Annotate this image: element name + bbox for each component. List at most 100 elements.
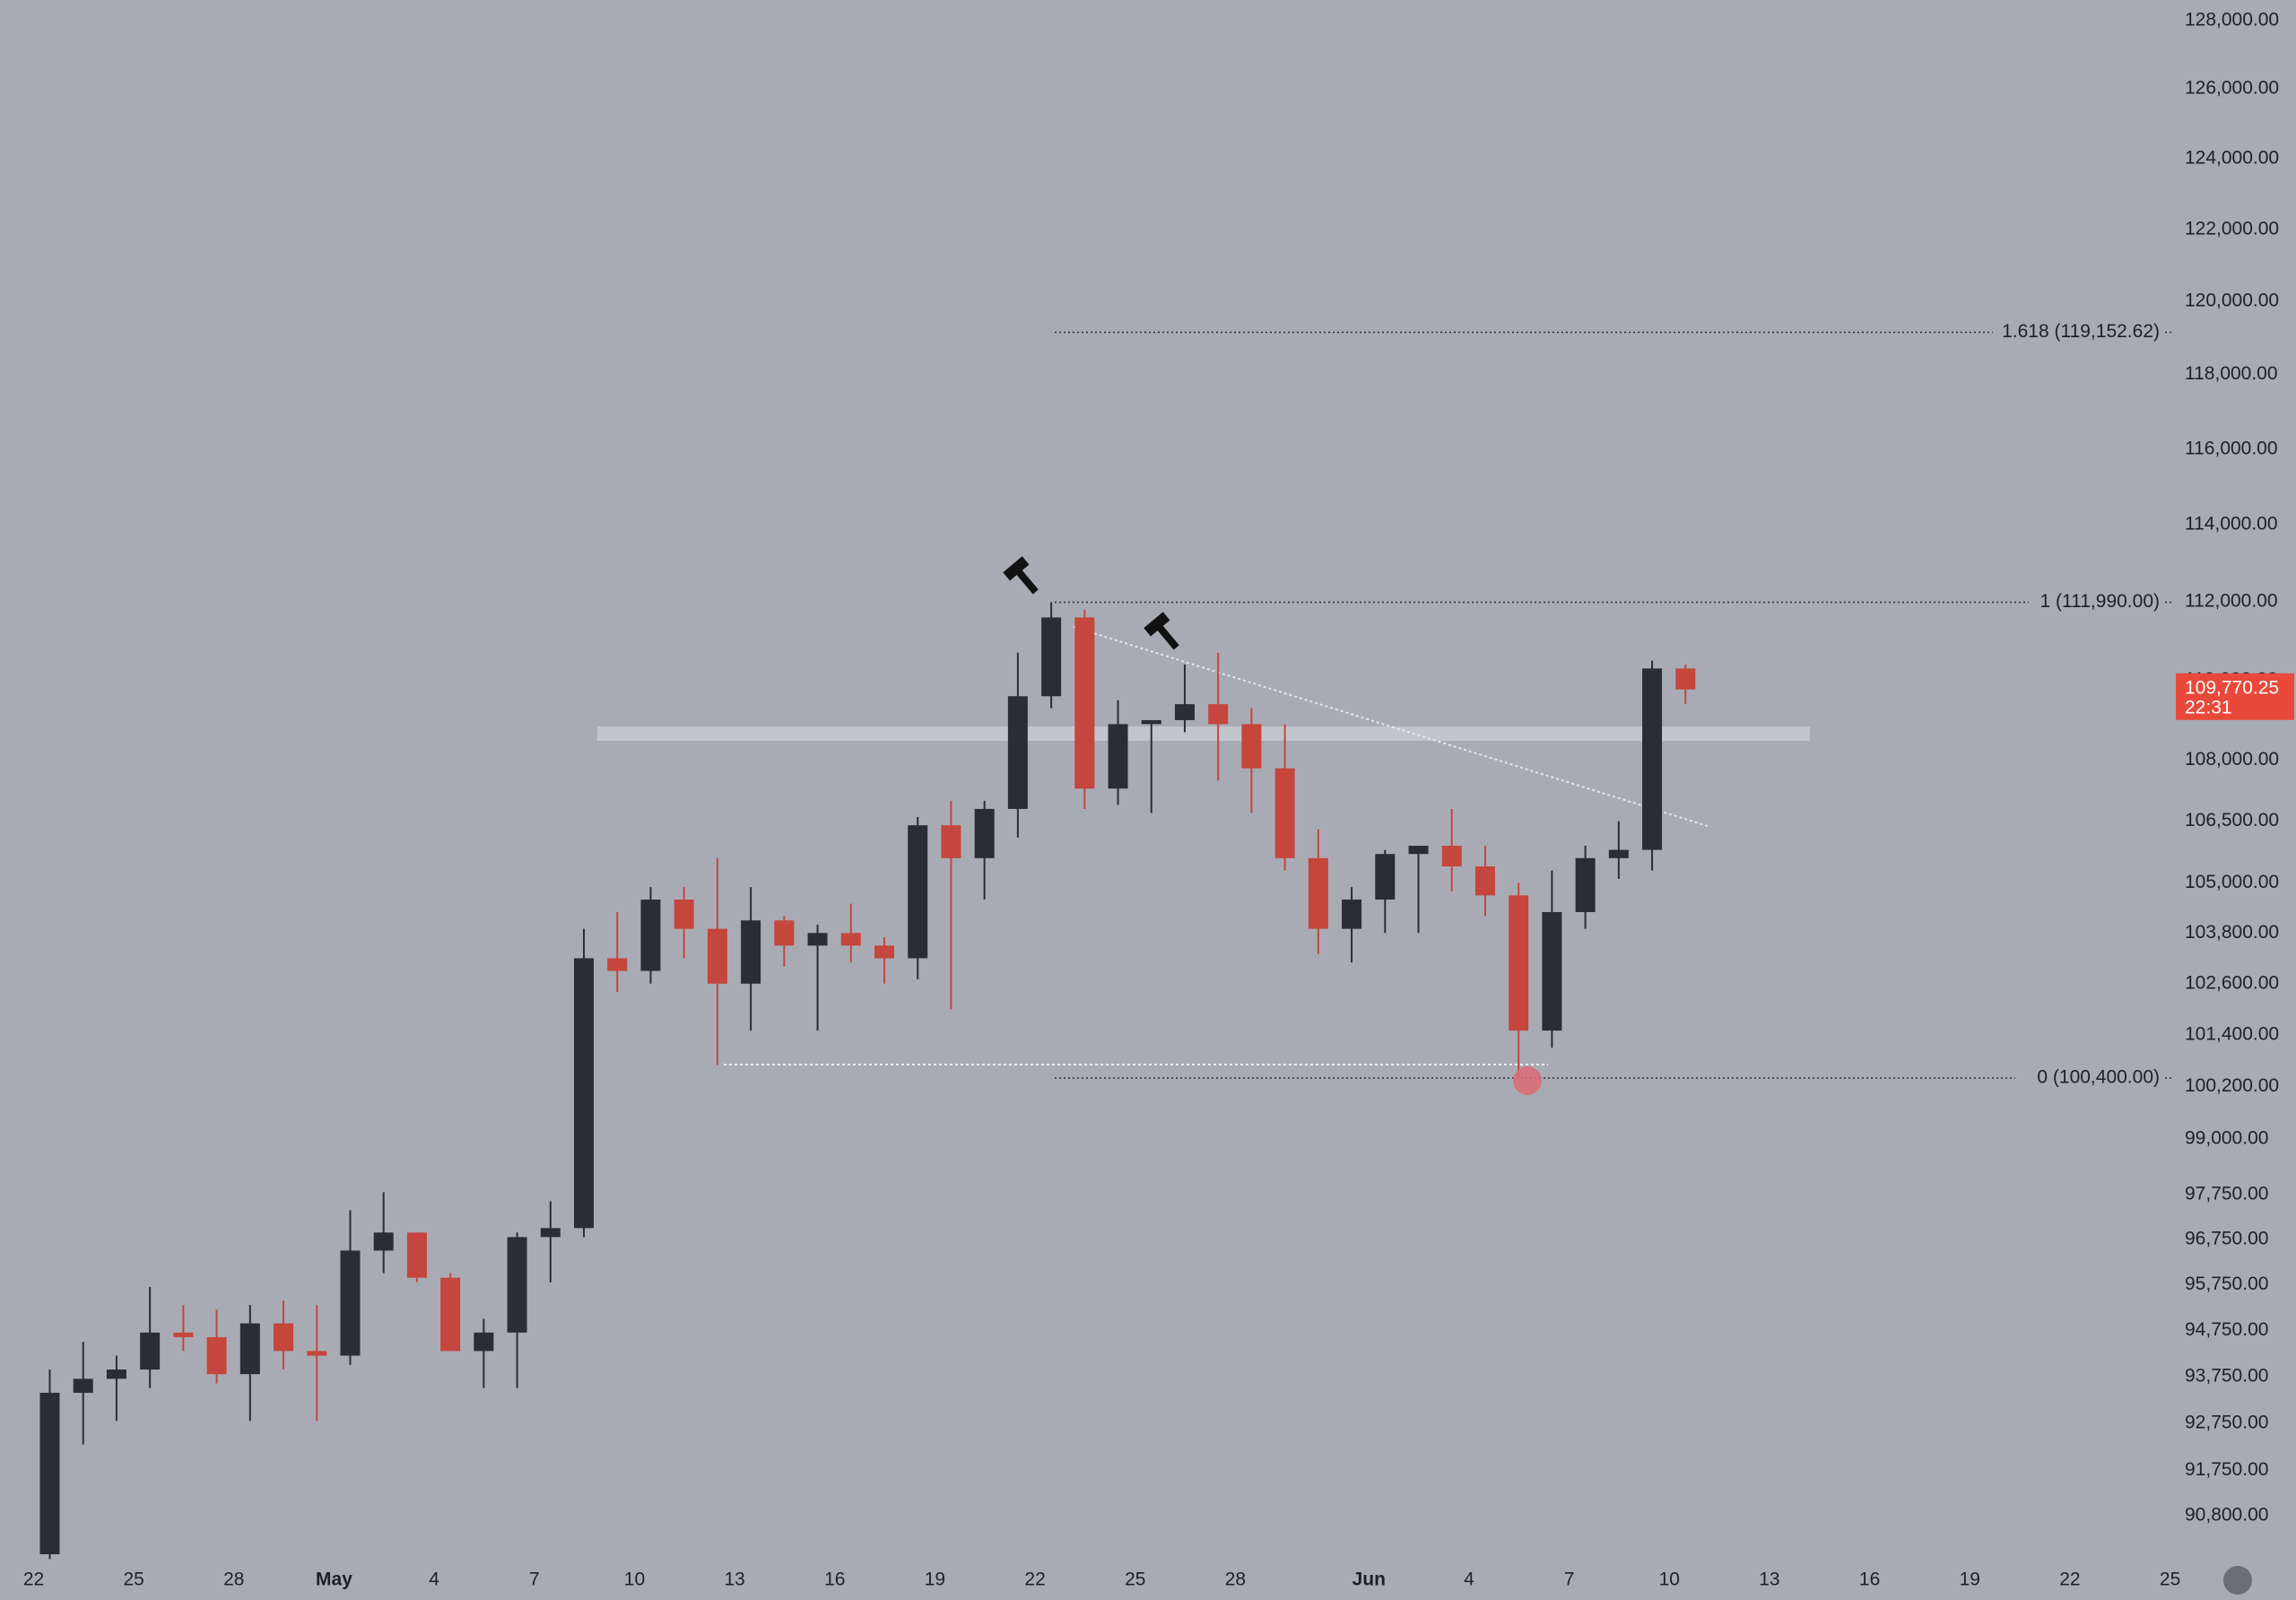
candle-body — [239, 1323, 260, 1375]
candle-body — [1007, 696, 1028, 809]
candle-body — [406, 1232, 427, 1278]
x-tick-label: 7 — [1564, 1570, 1575, 1590]
low-marker — [1513, 1066, 1542, 1095]
candle-body — [941, 825, 961, 858]
x-tick-label: 13 — [1759, 1570, 1779, 1590]
candle-body — [474, 1332, 494, 1352]
candle-body — [607, 958, 628, 971]
candle-body — [974, 808, 995, 858]
y-tick-label: 112,000.00 — [2185, 591, 2278, 612]
candle-body — [1575, 857, 1596, 912]
x-tick-label: 22 — [2059, 1570, 2080, 1590]
x-tick-label: 7 — [529, 1570, 540, 1590]
candle-body — [1274, 768, 1295, 858]
y-tick-label: 103,800.00 — [2185, 922, 2279, 943]
candle-body — [1375, 854, 1396, 900]
y-tick-label: 114,000.00 — [2185, 514, 2278, 535]
trend-line — [1073, 626, 1711, 828]
y-tick-label: 105,000.00 — [2185, 872, 2279, 892]
y-tick-label: 126,000.00 — [2185, 78, 2279, 99]
candle-body — [1241, 724, 1262, 769]
x-tick-label: 10 — [624, 1570, 645, 1590]
candle-body — [1474, 866, 1495, 896]
x-tick-label: 25 — [2160, 1570, 2180, 1590]
y-tick-label: 94,750.00 — [2185, 1319, 2268, 1340]
y-tick-label: 99,000.00 — [2185, 1128, 2268, 1149]
y-tick-label: 95,750.00 — [2185, 1274, 2268, 1294]
zone-highlight — [597, 726, 1810, 741]
y-tick-label: 90,800.00 — [2185, 1505, 2268, 1526]
candle-body — [106, 1370, 126, 1379]
y-tick-label: 106,500.00 — [2185, 810, 2279, 830]
y-tick-label: 93,750.00 — [2185, 1365, 2268, 1386]
candle-body — [774, 920, 795, 946]
candle-body — [440, 1277, 461, 1352]
fib-level-label: 1.618 (119,152.62) — [2002, 321, 2160, 342]
y-tick-label: 120,000.00 — [2185, 291, 2279, 311]
candle-body — [540, 1228, 561, 1238]
y-tick-label: 96,750.00 — [2185, 1228, 2268, 1248]
x-tick-label: 19 — [925, 1570, 945, 1590]
countdown-label: 22:31 — [2185, 697, 2232, 717]
candle-body — [307, 1351, 327, 1356]
x-tick-label: 16 — [1859, 1570, 1880, 1590]
candle-body — [1174, 704, 1195, 720]
candle-body — [1509, 895, 1529, 1031]
candle-body — [674, 900, 694, 929]
y-tick-label: 100,200.00 — [2185, 1075, 2279, 1096]
candle-body — [1074, 617, 1095, 789]
fib-level-label: 0 (100,400.00) — [2037, 1067, 2160, 1088]
plot-area: 1.618 (119,152.62) 1 (111,990.00) 0 (100,4… — [39, 321, 2172, 1560]
candle-body — [1675, 668, 1696, 690]
y-tick-label: 101,400.00 — [2185, 1023, 2279, 1044]
candle-body — [1208, 704, 1229, 725]
candle-body — [1642, 668, 1663, 850]
last-price-label: 109,770.25 — [2185, 677, 2279, 698]
x-tick-label: 25 — [123, 1570, 144, 1590]
x-tick-label: 19 — [1960, 1570, 1980, 1590]
candle-body — [1441, 846, 1462, 867]
x-tick-label: May — [316, 1570, 352, 1590]
y-tick-label: 108,000.00 — [2185, 749, 2279, 770]
candle-body — [908, 825, 928, 959]
x-tick-label: 4 — [429, 1570, 439, 1590]
candle-body — [807, 933, 828, 946]
candle-body — [373, 1232, 394, 1251]
candle-body — [173, 1332, 194, 1337]
y-tick-label: 116,000.00 — [2185, 438, 2278, 458]
fib-level-label: 1 (111,990.00) — [2040, 591, 2161, 612]
x-tick-label: 22 — [1024, 1570, 1045, 1590]
y-tick-label: 91,750.00 — [2185, 1459, 2268, 1480]
candle-body — [39, 1392, 60, 1554]
candle-body — [1308, 857, 1328, 929]
candle-body — [640, 900, 661, 971]
y-tick-label: 128,000.00 — [2185, 9, 2279, 30]
x-tick-label: Jun — [1352, 1570, 1386, 1590]
candle-body — [1542, 911, 1562, 1031]
candle-body — [707, 928, 727, 984]
candle-body — [1608, 849, 1629, 858]
candle-body — [874, 945, 894, 959]
candle-body — [1041, 617, 1062, 697]
candle-body — [1342, 900, 1362, 929]
y-tick-label: 102,600.00 — [2185, 972, 2279, 993]
y-tick-label: 97,750.00 — [2185, 1183, 2268, 1204]
candle-body — [140, 1332, 161, 1370]
y-tick-label: 122,000.00 — [2185, 218, 2279, 239]
x-tick-label: 13 — [724, 1570, 744, 1590]
candle-body — [574, 958, 595, 1229]
hammer-icon — [1003, 556, 1039, 595]
candle-body — [507, 1237, 527, 1333]
x-tick-label: 16 — [824, 1570, 845, 1590]
candle-body — [1408, 846, 1429, 855]
candle-body — [1141, 719, 1161, 725]
y-tick-label: 92,750.00 — [2185, 1412, 2268, 1432]
settings-button[interactable] — [2223, 1566, 2252, 1595]
y-tick-label: 118,000.00 — [2185, 363, 2278, 384]
x-tick-label: 10 — [1659, 1570, 1680, 1590]
x-tick-label: 28 — [1225, 1570, 1246, 1590]
y-tick-label: 124,000.00 — [2185, 147, 2279, 168]
candle-body — [840, 933, 861, 946]
